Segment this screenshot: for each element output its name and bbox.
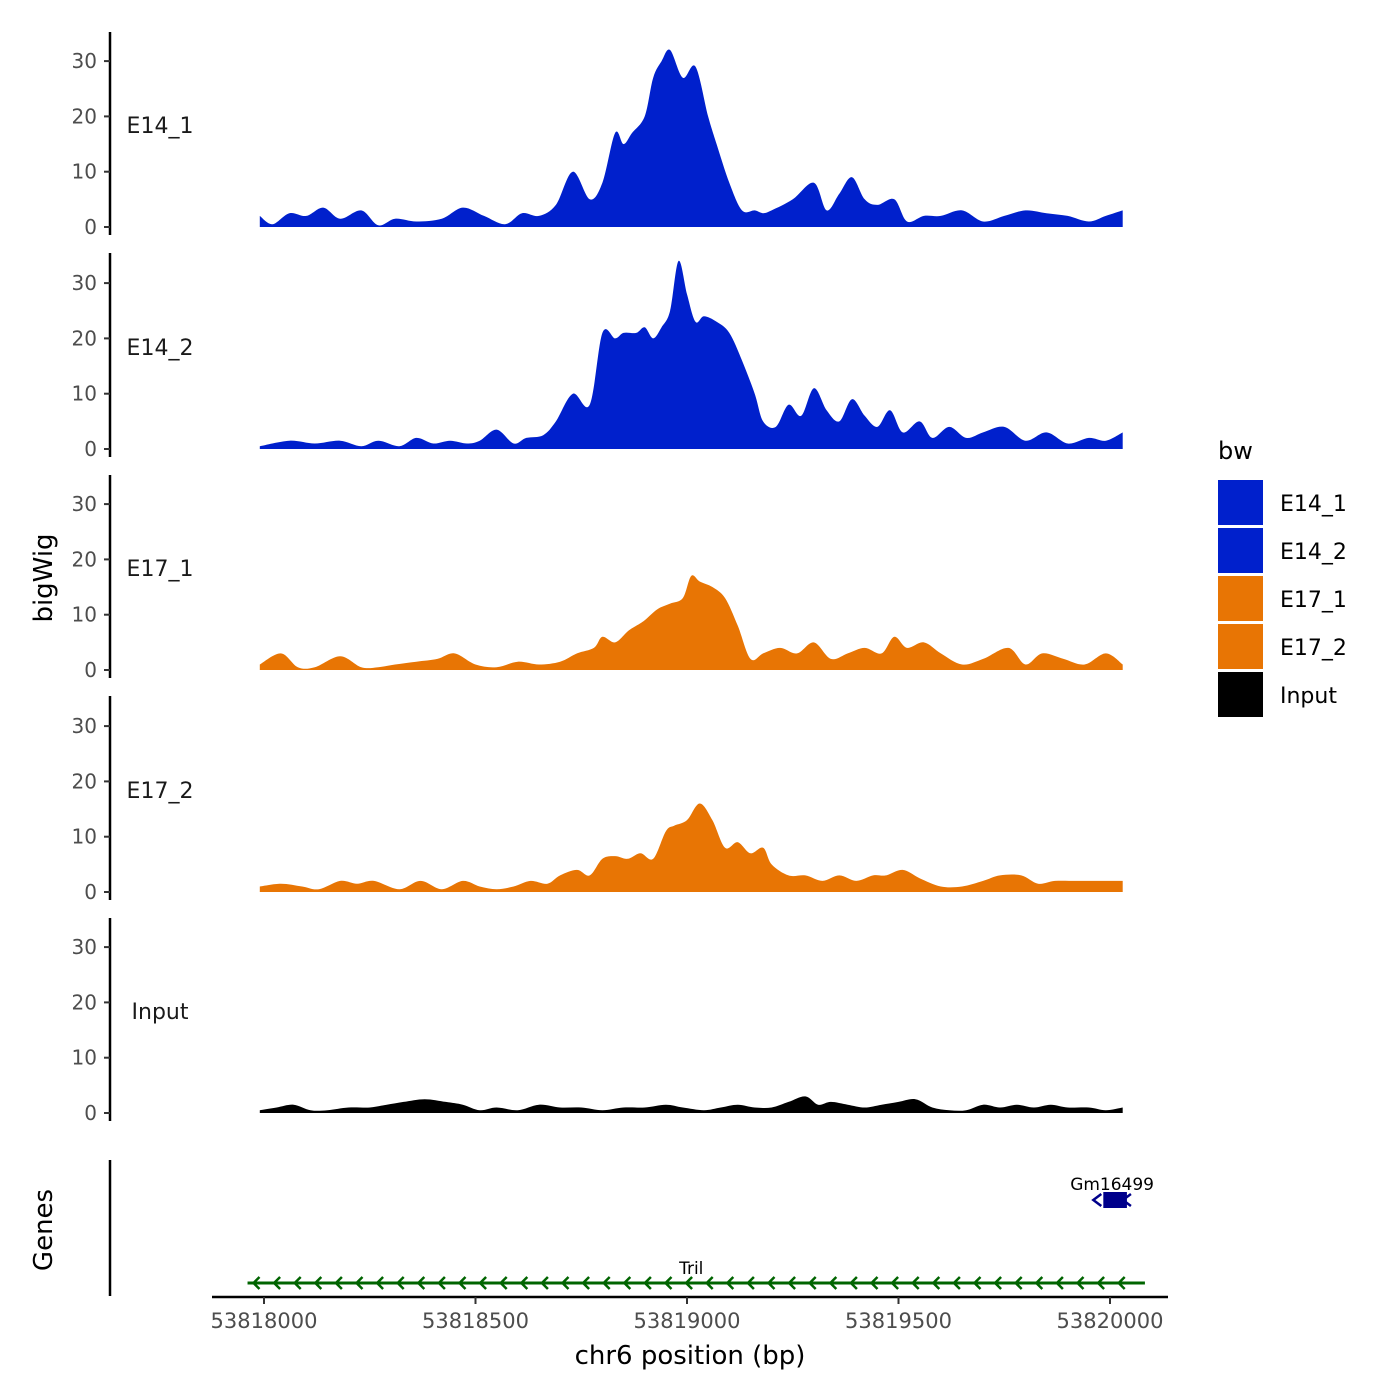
y-tick-label: 30 [72, 714, 97, 738]
legend: bw E14_1 E14_2 E17_1 E17_2 Input [1218, 437, 1347, 717]
track-label: E14_1 [127, 114, 194, 139]
legend-entry-E17_1: E17_1 [1218, 576, 1347, 621]
legend-swatch [1218, 480, 1263, 525]
y-tick-label: 20 [72, 547, 97, 571]
track-label: E14_2 [127, 336, 194, 361]
legend-label: E14_1 [1280, 492, 1347, 517]
gene-label: Tril [678, 1259, 703, 1279]
x-tick-label: 53819500 [845, 1309, 952, 1333]
y-tick-label: 10 [72, 160, 97, 184]
coverage-tracks: 0 10 20 30 E14_1 0 10 20 30 E14_2 0 10 20 30 E17_1 0 10 2… [72, 32, 1123, 1125]
coverage-area-Input [259, 1096, 1123, 1113]
y-axis-title: bigWig [29, 533, 59, 622]
y-tick-label: 30 [72, 935, 97, 959]
legend-label: E17_2 [1280, 636, 1347, 661]
legend-swatch [1218, 624, 1263, 669]
track-Input: 0 10 20 30 Input [72, 918, 1123, 1125]
y-tick-label: 30 [72, 492, 97, 516]
x-tick-label: 53820000 [1057, 1309, 1164, 1333]
track-label: E17_1 [127, 557, 194, 582]
legend-swatch [1218, 576, 1263, 621]
y-tick-label: 20 [72, 326, 97, 350]
coverage-area-E17_1 [259, 575, 1123, 670]
y-tick-label: 20 [72, 769, 97, 793]
legend-entry-E14_2: E14_2 [1218, 528, 1347, 573]
y-tick-label: 20 [72, 990, 97, 1014]
genes-axis-title: Genes [29, 1189, 59, 1271]
gene-label: Gm16499 [1070, 1175, 1154, 1195]
x-axis: 53818000 53818500 53819000 53819500 53820000 [211, 1295, 1168, 1333]
strand-arrow [1091, 1193, 1132, 1207]
legend-swatch [1218, 528, 1263, 573]
track-E17_2: 0 10 20 30 E17_2 [72, 696, 1123, 904]
coverage-area-E17_2 [259, 803, 1123, 892]
legend-entry-E14_1: E14_1 [1218, 480, 1347, 525]
y-tick-label: 0 [84, 1101, 97, 1125]
y-tick-label: 0 [84, 437, 97, 461]
legend-label: Input [1280, 684, 1337, 709]
x-tick-label: 53819000 [634, 1309, 741, 1333]
gene-exon [1103, 1192, 1127, 1208]
y-tick-label: 30 [72, 49, 97, 73]
track-E17_1: 0 10 20 30 E17_1 [72, 475, 1123, 682]
strand-arrows [251, 1276, 1126, 1290]
gene-track: Gm16499 Tril [108, 1160, 1154, 1296]
x-tick-label: 53818000 [211, 1309, 318, 1333]
y-tick-label: 10 [72, 825, 97, 849]
y-tick-label: 0 [84, 880, 97, 904]
track-label: Input [132, 1000, 189, 1025]
track-label: E17_2 [127, 779, 194, 804]
legend-entry-Input: Input [1218, 672, 1337, 717]
legend-entry-E17_2: E17_2 [1218, 624, 1347, 669]
gene-Gm16499: Gm16499 [1070, 1175, 1154, 1208]
y-tick-label: 10 [72, 382, 97, 406]
y-tick-label: 0 [84, 215, 97, 239]
y-tick-label: 10 [72, 603, 97, 627]
coverage-area-E14_2 [259, 260, 1123, 449]
y-tick-label: 30 [72, 271, 97, 295]
coverage-area-E14_1 [259, 49, 1123, 227]
gene-Tril: Tril [247, 1259, 1145, 1290]
y-tick-label: 10 [72, 1046, 97, 1070]
x-tick-label: 53818500 [422, 1309, 529, 1333]
legend-label: E14_2 [1280, 540, 1347, 565]
y-tick-label: 0 [84, 658, 97, 682]
track-E14_1: 0 10 20 30 E14_1 [72, 32, 1123, 239]
legend-swatch [1218, 672, 1263, 717]
track-E14_2: 0 10 20 30 E14_2 [72, 253, 1123, 461]
legend-title: bw [1218, 437, 1253, 465]
legend-label: E17_1 [1280, 588, 1347, 613]
y-tick-label: 20 [72, 104, 97, 128]
x-axis-title: chr6 position (bp) [575, 1341, 806, 1371]
